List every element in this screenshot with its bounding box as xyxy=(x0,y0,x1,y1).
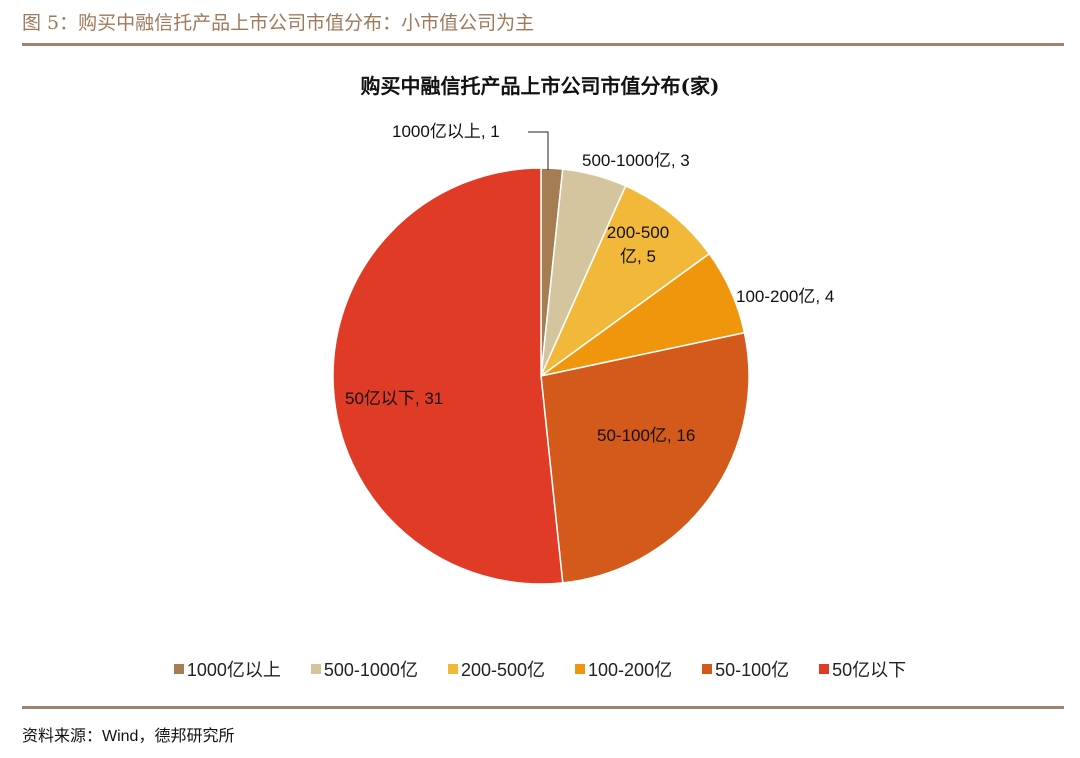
bottom-divider xyxy=(22,706,1064,709)
legend-item: 100-200亿 xyxy=(575,656,672,682)
chart-title: 购买中融信托产品上市公司市值分布(家) xyxy=(360,74,720,98)
data-label-2: 200-500亿, 5 xyxy=(606,223,670,266)
leader-line xyxy=(528,131,549,170)
legend-item: 1000亿以上 xyxy=(173,656,281,682)
figure-title: 图 5：购买中融信托产品上市公司市值分布：小市值公司为主 xyxy=(22,12,535,34)
legend-item: 200-500亿 xyxy=(447,656,545,682)
source-note: 资料来源：Wind，德邦研究所 xyxy=(22,728,235,745)
data-label-3: 100-200亿, 4 xyxy=(736,287,835,306)
legend: 1000亿以上 500-1000亿 200-500亿 100-200亿 50-1… xyxy=(0,656,1080,682)
legend-swatch xyxy=(575,664,586,674)
top-divider xyxy=(22,43,1064,46)
legend-swatch xyxy=(702,664,713,674)
legend-swatch xyxy=(173,664,184,674)
pie-slice-2 xyxy=(539,184,711,379)
pie-slice-4 xyxy=(540,331,750,584)
data-label-1: 500-1000亿, 3 xyxy=(582,151,690,170)
legend-swatch xyxy=(819,664,830,674)
legend-item: 500-1000亿 xyxy=(310,656,418,682)
pie-slice-5 xyxy=(332,167,564,585)
legend-swatch xyxy=(310,664,321,674)
data-label-5: 50亿以下, 31 xyxy=(345,389,444,408)
data-label-4: 50-100亿, 16 xyxy=(597,426,696,445)
legend-item: 50-100亿 xyxy=(702,656,789,682)
legend-item: 50亿以下 xyxy=(819,656,906,682)
data-label-0: 1000亿以上, 1 xyxy=(392,122,500,141)
legend-swatch xyxy=(447,664,458,674)
